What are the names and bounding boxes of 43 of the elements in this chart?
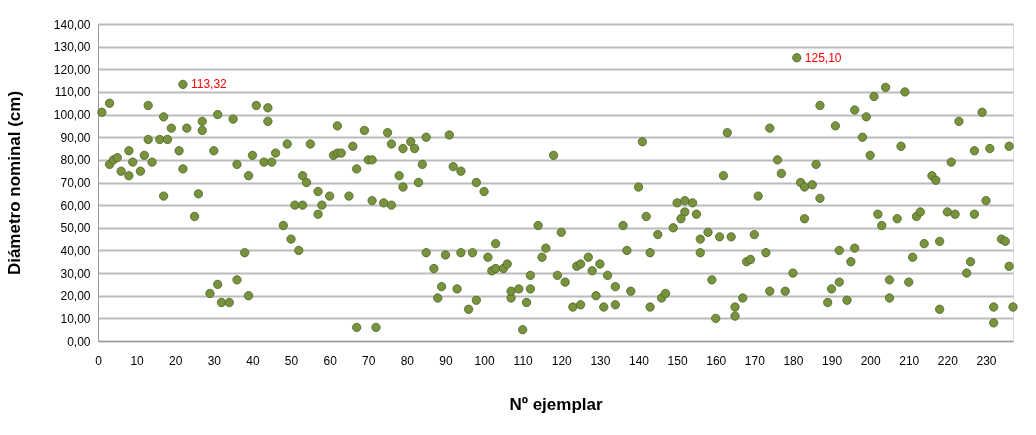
y-tick-label: 120,00 [53,62,91,77]
x-tick-label: 160 [706,353,727,368]
annotation: 113,32 [190,77,228,92]
annotation: 125,10 [804,50,842,65]
x-tick-label: 170 [744,353,766,368]
x-tick-label: 150 [667,353,688,368]
y-axis-title: Diámetro nominal (cm) [4,90,24,276]
x-tick-label: 10 [130,353,145,368]
x-axis-title: Nº ejemplar [509,394,603,414]
y-tick-label: 100,00 [53,108,91,123]
y-tick-label: 70,00 [60,176,91,190]
y-tick-label: 110,00 [54,85,91,100]
y-tick-label: 90,00 [60,130,91,145]
y-tick-label: 10,00 [60,311,91,326]
y-tick-label: 50,00 [60,221,91,236]
y-tick-label: 80,00 [60,153,91,168]
x-tick-label: 130 [590,353,611,368]
x-tick-label: 70 [362,353,376,368]
x-tick-label: 110 [513,353,534,368]
y-tick-label: 30,00 [60,266,91,281]
x-tick-label: 210 [899,353,920,368]
y-tick-label: 130,00 [53,40,91,55]
x-tick-label: 120 [551,353,573,368]
x-tick-label: 220 [937,353,959,368]
y-tick-label: 60,00 [60,198,91,213]
y-tick-label: 40,00 [60,243,91,258]
x-tick-label: 40 [246,353,260,368]
x-tick-label: 80 [400,353,415,368]
x-tick-label: 190 [822,353,843,368]
x-tick-label: 230 [976,353,997,368]
x-tick-label: 180 [783,353,804,368]
x-tick-label: 60 [323,353,338,368]
x-tick-label: 0 [95,353,103,368]
x-tick-label: 200 [860,353,881,368]
x-tick-label: 30 [207,353,222,368]
x-tick-label: 100 [474,353,495,368]
y-tick-label: 20,00 [60,289,91,304]
x-tick-label: 90 [439,353,453,368]
x-tick-label: 140 [628,353,650,368]
y-tick-label: 140,00 [53,17,91,32]
x-tick-label: 50 [284,353,299,368]
x-tick-label: 20 [169,353,183,368]
y-tick-label: 0,00 [67,334,91,349]
